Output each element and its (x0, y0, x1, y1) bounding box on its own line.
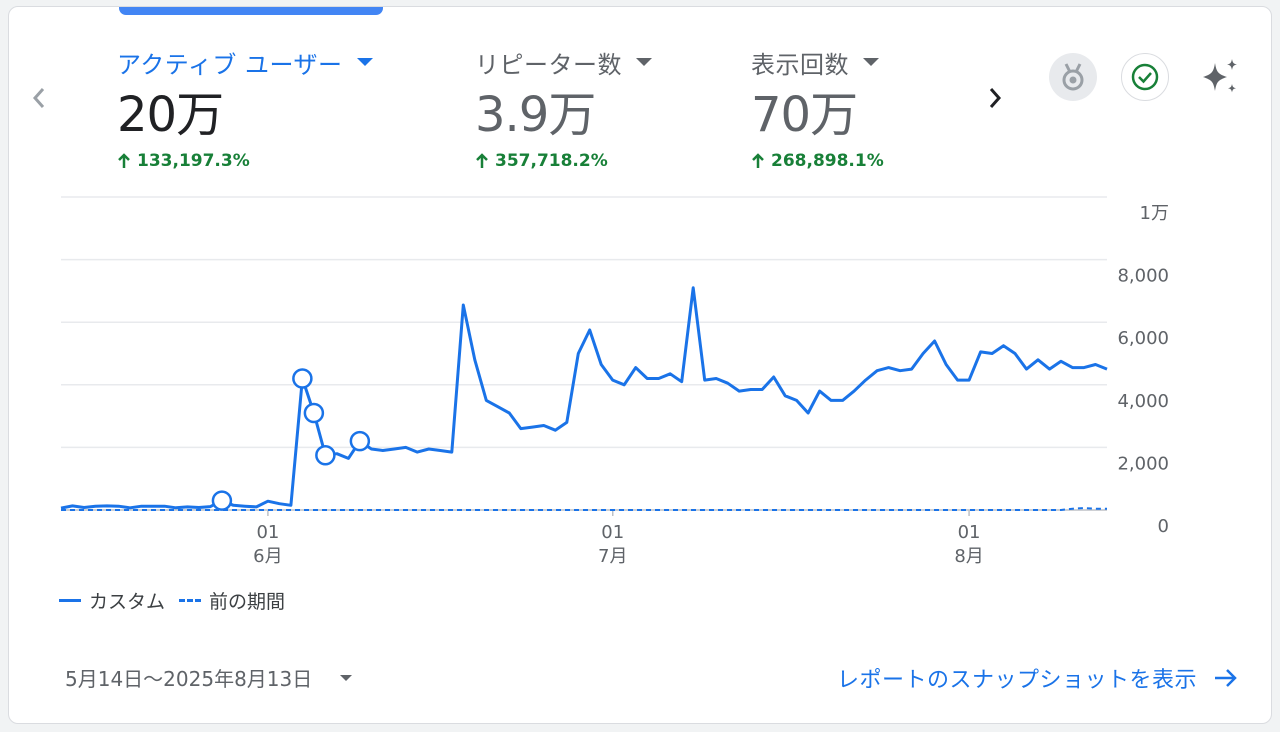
arrow-up-icon (118, 153, 130, 168)
caret-down-icon (863, 58, 879, 66)
insights-medal-button[interactable] (1049, 53, 1097, 101)
metric-label-row: 表示回数 (751, 47, 884, 79)
x-tick-day: 01 (601, 522, 624, 543)
arrow-up-icon (476, 153, 488, 168)
y-tick-label: 4,000 (1117, 391, 1169, 412)
series-line-previous (61, 507, 1107, 511)
active-tab-indicator (119, 7, 383, 15)
ai-insights-button[interactable] (1197, 53, 1245, 101)
legend-item-current: カスタム (59, 587, 165, 614)
legend-label: カスタム (89, 591, 166, 613)
legend-item-previous: 前の期間 (179, 587, 285, 614)
metric-label: 表示回数 (751, 50, 849, 79)
y-tick-label: 1万 (1140, 203, 1169, 224)
metric-label: アクティブ ユーザー (117, 50, 343, 79)
metric-returning-users[interactable]: リピーター数 3.9万 357,718.2% (475, 47, 652, 197)
check-circle-icon (1131, 63, 1159, 91)
snapshot-link-label: レポートのスナップショットを表示 (836, 668, 1197, 693)
chart-legend: カスタム 前の期間 (59, 587, 299, 614)
chevron-left-icon (32, 88, 45, 108)
caret-down-icon (636, 58, 652, 66)
x-tick-month: 6月 (253, 546, 282, 567)
annotation-marker (211, 490, 233, 511)
annotation-marker (303, 402, 325, 424)
metric-label-row: アクティブ ユーザー (117, 47, 373, 79)
dashed-line-swatch (179, 599, 202, 602)
x-tick-month: 7月 (598, 546, 627, 567)
chevron-right-icon (989, 88, 1002, 108)
view-report-snapshot-link[interactable]: レポートのスナップショットを表示 (837, 662, 1239, 694)
date-range-text: 5月14日～2025年8月13日 (65, 667, 313, 691)
line-chart: 0 2,000 4,000 6,000 8,000 1万 01 6月 01 7月 01 8月 (60, 196, 1169, 567)
metric-change-value: 133,197.3% (137, 151, 250, 171)
status-check-button[interactable] (1121, 53, 1169, 101)
metric-change-value: 357,718.2% (495, 151, 608, 171)
caret-down-icon (356, 58, 373, 66)
date-range-selector[interactable]: 5月14日～2025年8月13日 (65, 663, 353, 692)
caret-down-icon (340, 674, 353, 681)
annotation-marker (315, 444, 336, 466)
annotation-marker (292, 368, 313, 389)
x-tick-month: 8月 (954, 546, 983, 567)
metric-value: 20万 (117, 87, 224, 143)
metric-active-users[interactable]: アクティブ ユーザー 20万 133,197.3% (117, 47, 373, 197)
metric-value: 70万 (751, 87, 858, 143)
legend-label: 前の期間 (209, 591, 286, 613)
arrow-up-icon (752, 153, 764, 168)
medal-icon (1062, 63, 1084, 91)
metric-label: リピーター数 (475, 50, 622, 79)
report-card: アクティブ ユーザー 20万 133,197.3% リピーター数 3.9万 35… (8, 6, 1272, 724)
y-tick-label: 0 (1158, 516, 1169, 537)
solid-line-swatch (59, 599, 81, 602)
metric-change-value: 268,898.1% (771, 151, 884, 171)
y-tick-label: 8,000 (1117, 266, 1169, 287)
x-tick-day: 01 (958, 522, 981, 543)
previous-metrics-button[interactable] (27, 83, 51, 113)
x-tick-day: 01 (256, 522, 279, 543)
y-tick-label: 6,000 (1117, 328, 1169, 349)
y-tick-label: 2,000 (1117, 453, 1169, 474)
metric-change: 133,197.3% (117, 151, 373, 171)
annotation-marker (349, 430, 371, 452)
arrow-right-icon (1215, 669, 1237, 687)
metric-change: 357,718.2% (475, 151, 652, 171)
metric-views[interactable]: 表示回数 70万 268,898.1% (751, 47, 884, 197)
metric-value: 3.9万 (475, 87, 596, 143)
metric-label-row: リピーター数 (475, 47, 652, 79)
sparkle-icon (1203, 59, 1237, 93)
next-metrics-button[interactable] (983, 83, 1007, 113)
series-line-current (60, 286, 1108, 510)
metric-change: 268,898.1% (751, 151, 884, 171)
